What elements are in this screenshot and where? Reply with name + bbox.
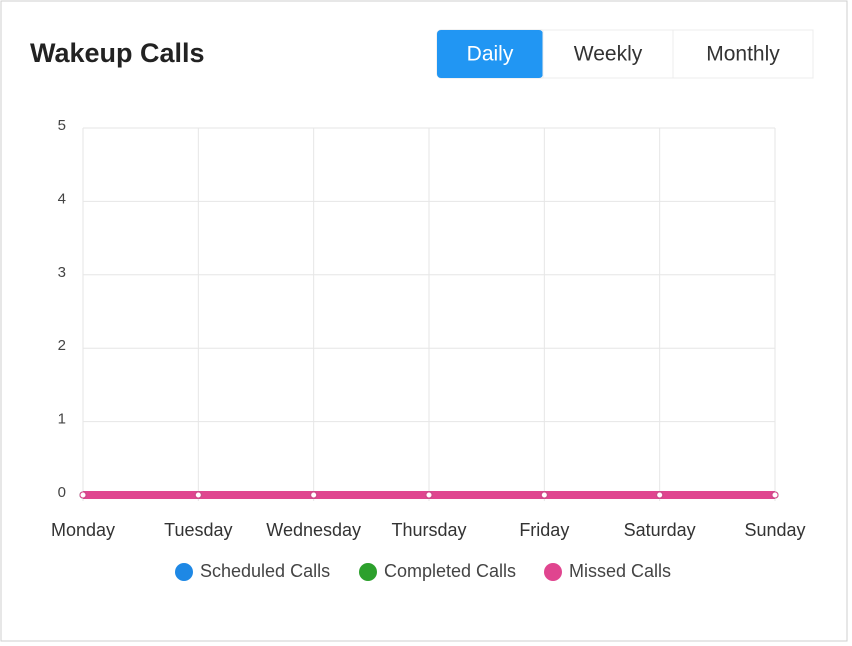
y-tick-label: 4 xyxy=(58,190,66,207)
series-point xyxy=(771,491,779,499)
x-tick-label: Saturday xyxy=(624,520,696,540)
series-point xyxy=(194,491,202,499)
legend-swatch xyxy=(359,563,377,581)
x-tick-label: Friday xyxy=(519,520,569,540)
x-tick-label: Thursday xyxy=(391,520,466,540)
y-tick-label: 0 xyxy=(58,484,66,501)
tab-button[interactable] xyxy=(437,30,543,78)
series-point xyxy=(425,491,433,499)
tab-button[interactable] xyxy=(542,29,674,79)
x-tick-label: Tuesday xyxy=(164,520,232,540)
x-tick-label: Sunday xyxy=(744,520,805,540)
series-point xyxy=(656,491,664,499)
legend-label: Scheduled Calls xyxy=(200,561,330,581)
y-tick-label: 2 xyxy=(58,337,66,354)
legend-swatch xyxy=(175,563,193,581)
x-tick-label: Monday xyxy=(51,520,115,540)
legend-swatch xyxy=(544,563,562,581)
series-point xyxy=(310,491,318,499)
tab-label[interactable]: Daily xyxy=(467,43,514,66)
x-tick-label: Wednesday xyxy=(266,520,361,540)
series-point xyxy=(79,491,87,499)
chart-title: Wakeup Calls xyxy=(30,38,205,68)
y-tick-label: 1 xyxy=(58,411,66,428)
y-tick-label: 5 xyxy=(58,117,66,134)
tab-label[interactable]: Monthly xyxy=(706,43,780,66)
legend-label: Missed Calls xyxy=(569,561,671,581)
y-tick-label: 3 xyxy=(58,264,66,281)
tab-group: Daily Weekly Monthly xyxy=(436,29,814,79)
tab-label[interactable]: Weekly xyxy=(574,43,643,66)
series-point xyxy=(540,491,548,499)
tab-button[interactable] xyxy=(672,29,814,79)
legend-label: Completed Calls xyxy=(384,561,516,581)
